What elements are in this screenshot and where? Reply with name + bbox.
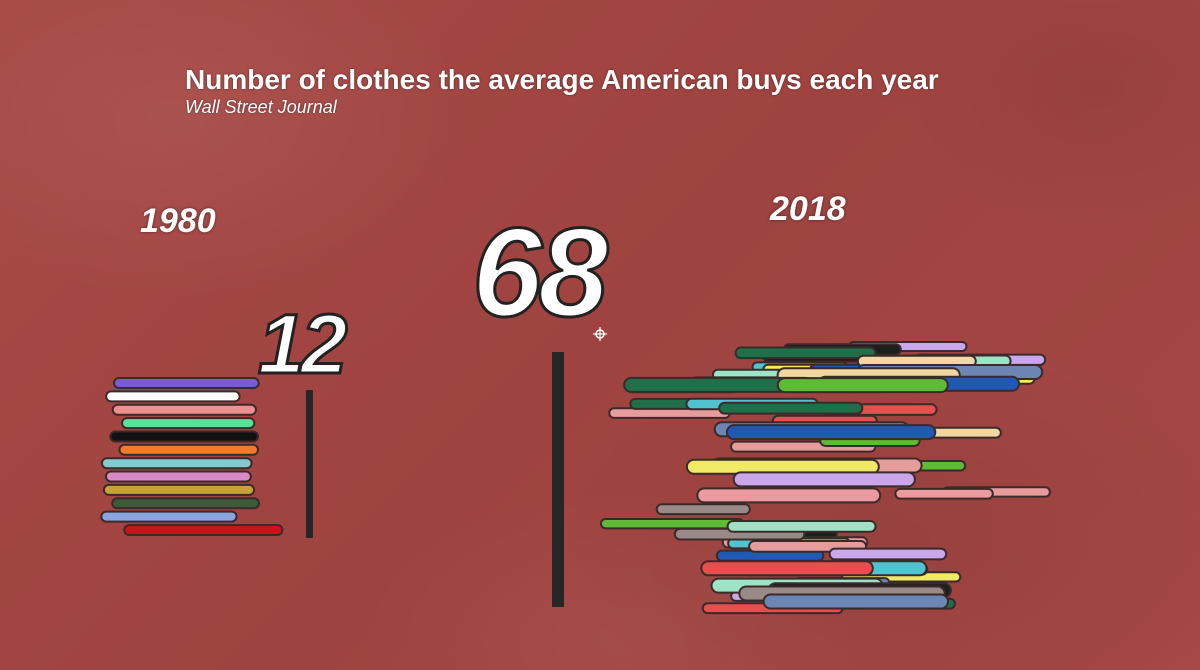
clothing-item [718,401,864,415]
crosshair-cursor-icon [593,327,607,341]
year-label-1980: 1980 [140,202,216,240]
value-bar-1980 [306,390,313,538]
clothing-item [734,346,877,360]
clothing-item [111,403,257,416]
clothing-item [113,377,260,389]
clothing-item [700,560,874,577]
value-bar-2018 [552,352,564,607]
clothing-item [696,487,882,504]
clothing-item [726,520,877,533]
clothing-item [725,424,937,441]
clothing-item [121,417,256,430]
clothing-item [118,443,259,456]
chart-title: Number of clothes the average American b… [185,64,939,95]
clothing-item [599,518,745,530]
clothing-item [894,487,994,500]
clothing-item [105,390,241,403]
clothing-item [762,593,949,610]
clothing-item [776,377,949,394]
value-label-1980: 12 [256,296,348,393]
clothes-pile-2018 [599,341,1051,615]
clothing-item [102,483,256,496]
clothing-item [111,497,260,510]
clothing-item [100,510,238,523]
clothing-item [123,524,284,536]
clothing-item [100,457,253,470]
clothing-item [104,470,252,483]
chart-subtitle: Wall Street Journal [185,97,337,117]
clothing-item [732,471,916,488]
year-label-2018: 2018 [770,190,846,228]
clothing-item [109,430,259,443]
clothing-item [655,503,751,516]
clothing-item [828,547,948,561]
clothes-pile-1980 [100,377,284,536]
value-label-2018: 68 [470,201,609,345]
